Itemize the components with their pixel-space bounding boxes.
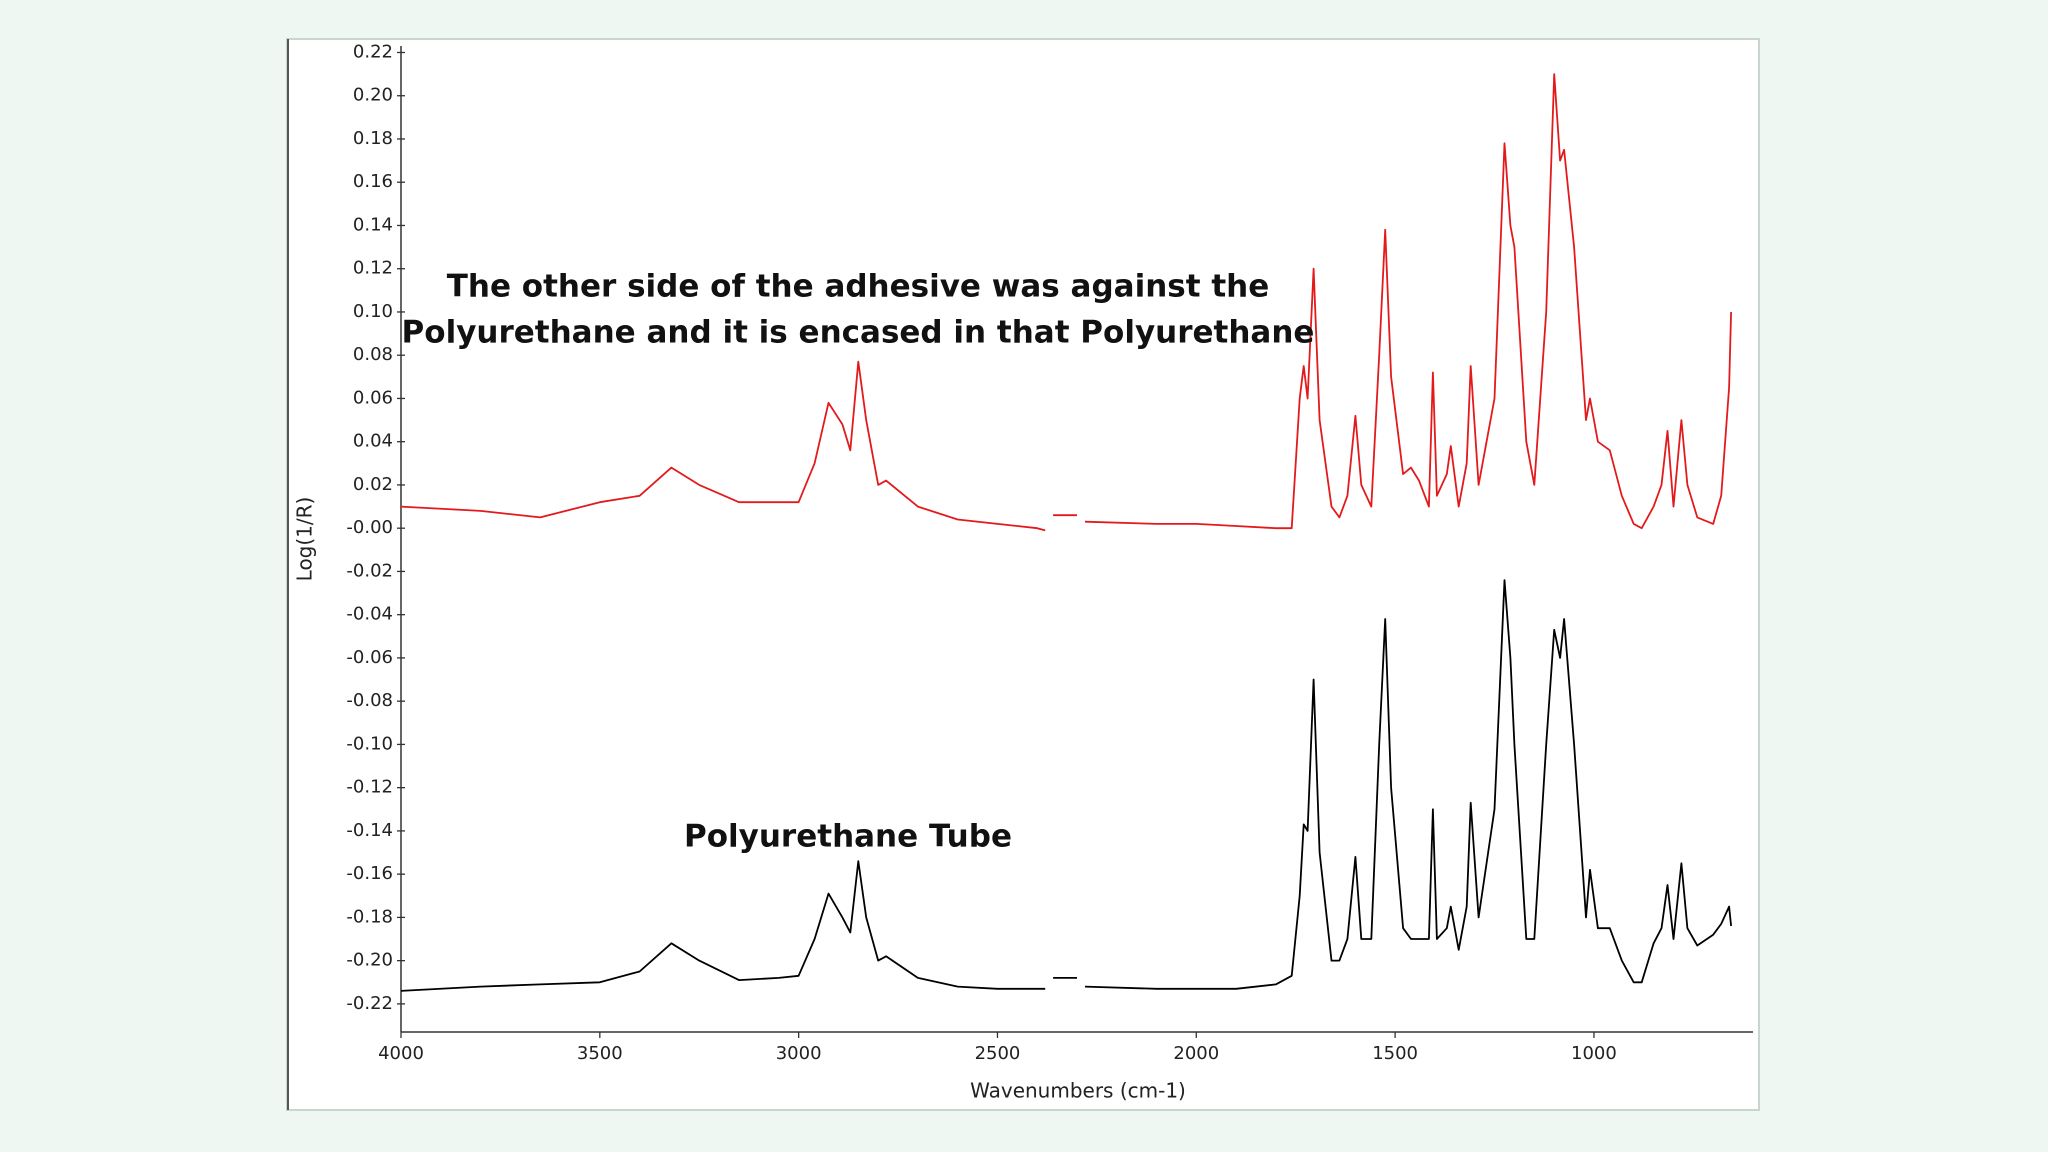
panel — [286, 38, 1760, 1111]
y-tick-label: 0.02 — [353, 474, 393, 495]
y-tick-label: 0.08 — [353, 344, 393, 365]
y-tick-label: -0.18 — [346, 906, 393, 927]
y-tick-label: -0.22 — [346, 993, 393, 1014]
y-tick-label: 0.16 — [353, 171, 393, 192]
x-tick-label: 4000 — [378, 1043, 424, 1064]
annotation: The other side of the adhesive was again… — [447, 269, 1270, 305]
y-tick-label: -0.14 — [346, 820, 393, 841]
x-tick-label: 3000 — [776, 1043, 822, 1064]
x-axis-label: Wavenumbers (cm-1) — [970, 1079, 1186, 1103]
y-tick-label: 0.06 — [353, 387, 393, 408]
annotation: Polyurethane Tube — [684, 819, 1012, 855]
y-tick-label: -0.16 — [346, 863, 393, 884]
y-tick-label: -0.00 — [346, 517, 393, 538]
y-tick-label: 0.20 — [353, 85, 393, 106]
y-tick-label: -0.06 — [346, 647, 393, 668]
y-tick-label: -0.12 — [346, 777, 393, 798]
y-axis-label: Log(1/R) — [293, 497, 317, 582]
y-tick-label: 0.22 — [353, 41, 393, 62]
y-tick-label: -0.08 — [346, 690, 393, 711]
y-tick-label: 0.12 — [353, 258, 393, 279]
annotation: Polyurethane and it is encased in that P… — [402, 315, 1315, 351]
y-tick-label: 0.14 — [353, 214, 393, 235]
x-tick-label: 2500 — [975, 1043, 1021, 1064]
y-tick-label: 0.10 — [353, 301, 393, 322]
spectrum-line — [400, 73, 1732, 532]
spectrum-line — [400, 579, 1732, 992]
y-tick-label: -0.10 — [346, 733, 393, 754]
x-tick-label: 1000 — [1571, 1043, 1617, 1064]
y-tick-label: -0.04 — [346, 604, 393, 625]
x-tick-label: 3500 — [577, 1043, 623, 1064]
y-tick-label: -0.02 — [346, 560, 393, 581]
y-tick-label: 0.04 — [353, 431, 393, 452]
y-tick-label: 0.18 — [353, 128, 393, 149]
y-tick-label: -0.20 — [346, 950, 393, 971]
x-tick-label: 1500 — [1372, 1043, 1418, 1064]
x-tick-label: 2000 — [1173, 1043, 1219, 1064]
